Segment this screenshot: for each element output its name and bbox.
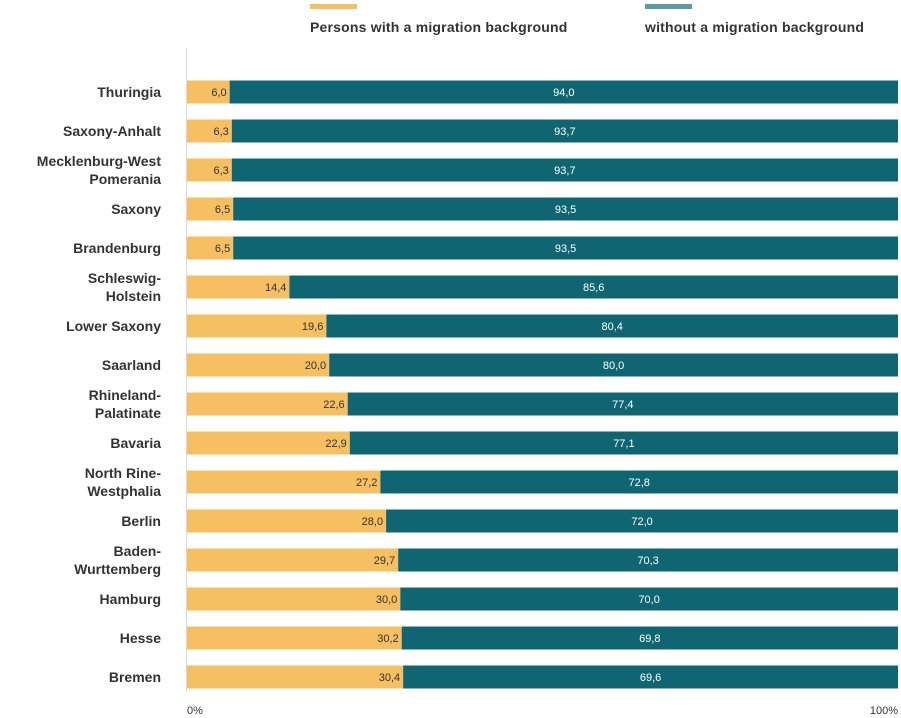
legend-label-with-migration: Persons with a migration background: [310, 19, 568, 35]
data-label-with-migration: 29,7: [374, 555, 395, 567]
legend-label-without-migration: without a migration background: [645, 19, 865, 35]
data-label-without-migration: 77,4: [612, 399, 633, 411]
category-label: Hesse: [120, 630, 161, 646]
category-label: Baden-Wurttemberg: [74, 543, 161, 577]
data-label-with-migration: 19,6: [302, 321, 323, 333]
data-label-with-migration: 20,0: [305, 360, 326, 372]
bar-with-migration: [187, 236, 234, 260]
legend-swatch-without-migration: [645, 4, 692, 9]
data-label-with-migration: 6,5: [215, 204, 230, 216]
bar-with-migration: [187, 197, 234, 221]
data-label-with-migration: 27,2: [356, 477, 377, 489]
data-label-without-migration: 70,3: [637, 555, 658, 567]
data-label-without-migration: 72,0: [631, 516, 652, 528]
data-label-with-migration: 28,0: [362, 516, 383, 528]
bar-with-migration: [187, 431, 350, 455]
bar-with-migration: [187, 119, 232, 143]
bar-with-migration: [187, 626, 402, 650]
bar-without-migration: [400, 587, 898, 611]
data-label-with-migration: 6,0: [211, 87, 226, 99]
data-label-with-migration: 30,2: [377, 633, 398, 645]
bar-without-migration: [347, 392, 898, 416]
data-label-without-migration: 80,0: [603, 360, 624, 372]
bar-without-migration: [386, 509, 898, 533]
category-label: Lower Saxony: [66, 318, 161, 334]
bar-with-migration: [187, 314, 327, 338]
x-tick-label: 0%: [187, 705, 203, 717]
data-label-with-migration: 6,3: [213, 165, 228, 177]
data-label-without-migration: 94,0: [553, 87, 574, 99]
bar-without-migration: [233, 236, 899, 260]
data-label-without-migration: 72,8: [628, 477, 649, 489]
category-label: Hamburg: [100, 591, 161, 607]
category-label: Schleswig-Holstein: [88, 270, 161, 304]
bar-with-migration: [187, 470, 381, 494]
x-tick-label: 100%: [870, 705, 898, 717]
bar-with-migration: [187, 392, 348, 416]
category-label: Saxony: [111, 201, 161, 217]
data-label-without-migration: 93,7: [554, 165, 575, 177]
data-label-with-migration: 6,5: [215, 243, 230, 255]
bar-without-migration: [403, 665, 898, 689]
data-label-without-migration: 93,5: [555, 243, 576, 255]
bar-without-migration: [229, 80, 898, 104]
data-label-with-migration: 30,4: [379, 672, 400, 684]
bar-without-migration: [329, 353, 898, 377]
data-label-without-migration: 69,8: [639, 633, 660, 645]
bar-without-migration: [398, 548, 898, 572]
data-label-with-migration: 22,6: [323, 399, 344, 411]
data-label-without-migration: 85,6: [583, 282, 604, 294]
data-label-without-migration: 93,5: [555, 204, 576, 216]
data-label-with-migration: 30,0: [376, 594, 397, 606]
category-label: Brandenburg: [73, 240, 161, 256]
bar-without-migration: [289, 275, 898, 299]
bar-without-migration: [401, 626, 898, 650]
bar-with-migration: [187, 548, 399, 572]
bar-without-migration: [233, 197, 899, 221]
bar-with-migration: [187, 587, 401, 611]
data-label-without-migration: 80,4: [601, 321, 622, 333]
data-label-without-migration: 70,0: [638, 594, 659, 606]
legend-swatch-with-migration: [310, 4, 357, 9]
category-label: Saarland: [102, 357, 161, 373]
bar-without-migration: [349, 431, 899, 455]
bar-with-migration: [187, 158, 232, 182]
bar-with-migration: [187, 80, 230, 104]
category-label: Mecklenburg-West Pomerania: [37, 153, 162, 187]
bar-without-migration: [380, 470, 899, 494]
data-label-with-migration: 22,9: [325, 438, 346, 450]
data-label-without-migration: 77,1: [613, 438, 634, 450]
bar-with-migration: [187, 275, 290, 299]
category-label: Thuringia: [97, 84, 161, 100]
category-label: Bremen: [109, 669, 161, 685]
data-label-with-migration: 6,3: [213, 126, 228, 138]
bar-without-migration: [326, 314, 899, 338]
data-label-without-migration: 69,6: [640, 672, 661, 684]
bar-with-migration: [187, 353, 330, 377]
bar-with-migration: [187, 509, 387, 533]
data-label-with-migration: 14,4: [265, 282, 286, 294]
bar-without-migration: [231, 119, 899, 143]
category-label: North Rine-Westphalia: [85, 465, 162, 499]
bar-without-migration: [231, 158, 899, 182]
bar-with-migration: [187, 665, 404, 689]
category-label: Rhineland-Palatinate: [89, 387, 162, 421]
category-label: Saxony-Anhalt: [63, 123, 161, 139]
data-label-without-migration: 93,7: [554, 126, 575, 138]
category-label: Berlin: [121, 513, 161, 529]
category-label: Bavaria: [110, 435, 161, 451]
